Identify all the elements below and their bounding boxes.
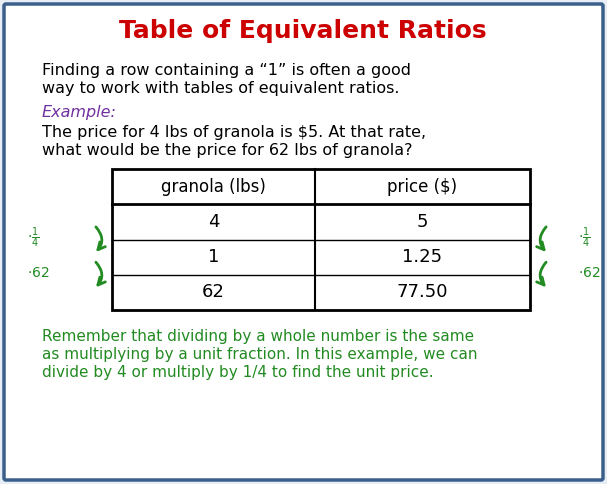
Text: divide by 4 or multiply by 1/4 to find the unit price.: divide by 4 or multiply by 1/4 to find t… xyxy=(42,365,433,380)
Text: 1: 1 xyxy=(208,248,219,266)
Text: way to work with tables of equivalent ratios.: way to work with tables of equivalent ra… xyxy=(42,80,399,95)
Text: price ($): price ($) xyxy=(387,178,458,196)
Text: Finding a row containing a “1” is often a good: Finding a row containing a “1” is often … xyxy=(42,63,411,78)
Bar xyxy=(112,169,530,310)
Text: $\cdot$62: $\cdot$62 xyxy=(578,266,600,280)
Bar xyxy=(112,169,530,310)
Text: what would be the price for 62 lbs of granola?: what would be the price for 62 lbs of gr… xyxy=(42,142,413,157)
Text: The price for 4 lbs of granola is $5. At that rate,: The price for 4 lbs of granola is $5. At… xyxy=(42,125,426,140)
Text: $\cdot\frac{1}{4}$: $\cdot\frac{1}{4}$ xyxy=(578,226,591,250)
Text: 5: 5 xyxy=(417,213,429,231)
Text: 62: 62 xyxy=(202,283,225,302)
Text: 4: 4 xyxy=(208,213,219,231)
Text: 77.50: 77.50 xyxy=(397,283,448,302)
Text: Table of Equivalent Ratios: Table of Equivalent Ratios xyxy=(119,19,487,43)
Text: granola (lbs): granola (lbs) xyxy=(161,178,266,196)
Text: Remember that dividing by a whole number is the same: Remember that dividing by a whole number… xyxy=(42,330,474,345)
Text: Example:: Example: xyxy=(42,106,117,121)
FancyBboxPatch shape xyxy=(4,4,603,480)
Text: 1.25: 1.25 xyxy=(402,248,443,266)
Text: as multiplying by a unit fraction. In this example, we can: as multiplying by a unit fraction. In th… xyxy=(42,348,478,363)
Text: $\cdot\frac{1}{4}$: $\cdot\frac{1}{4}$ xyxy=(27,226,39,250)
Text: $\cdot$62: $\cdot$62 xyxy=(27,266,50,280)
